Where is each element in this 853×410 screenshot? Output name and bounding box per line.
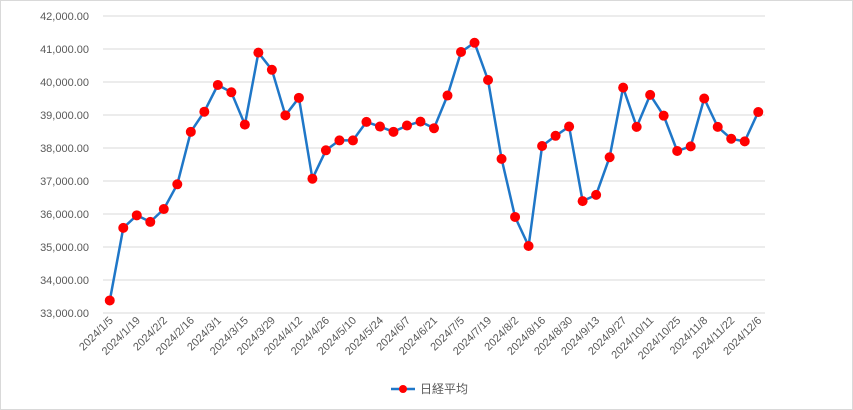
data-point <box>374 121 385 132</box>
data-point <box>253 47 264 58</box>
data-point <box>199 106 210 117</box>
data-point <box>604 152 615 163</box>
data-point <box>631 121 642 132</box>
y-tick-label: 37,000.00 <box>40 176 89 188</box>
data-point <box>672 145 683 156</box>
data-point <box>415 116 426 127</box>
data-point <box>429 123 439 134</box>
y-tick-label: 33,000.00 <box>40 308 89 320</box>
data-point <box>442 90 453 101</box>
y-tick-label: 41,000.00 <box>40 44 89 56</box>
gridlines <box>103 15 765 314</box>
legend: 日経平均 <box>391 382 468 396</box>
series-layer <box>104 37 764 306</box>
data-point <box>483 75 494 86</box>
data-point <box>726 133 737 144</box>
x-axis-tick-labels: 2024/1/52024/1/192024/2/22024/2/162024/3… <box>77 315 764 362</box>
data-point <box>118 222 129 233</box>
data-point <box>131 210 142 221</box>
data-point <box>456 46 467 57</box>
data-point <box>618 82 629 93</box>
data-point <box>145 216 156 227</box>
data-point <box>307 173 318 184</box>
data-point <box>591 189 602 200</box>
y-tick-label: 34,000.00 <box>40 275 89 287</box>
data-point <box>523 241 534 252</box>
data-point <box>347 135 358 146</box>
data-point <box>158 204 169 215</box>
data-point <box>239 119 250 130</box>
y-tick-label: 40,000.00 <box>40 77 89 89</box>
data-point <box>320 145 331 156</box>
data-point <box>212 79 223 90</box>
y-tick-label: 38,000.00 <box>40 143 89 155</box>
data-point <box>645 89 656 100</box>
data-point <box>564 121 575 132</box>
data-point <box>712 121 723 132</box>
data-point <box>293 92 304 103</box>
data-point <box>753 107 764 118</box>
data-point <box>469 37 480 48</box>
data-point <box>496 153 507 164</box>
data-point <box>685 141 696 152</box>
data-point <box>739 136 750 147</box>
data-point <box>226 87 237 98</box>
y-tick-label: 35,000.00 <box>40 242 89 254</box>
data-point <box>550 130 561 141</box>
data-point <box>185 126 196 137</box>
y-tick-label: 39,000.00 <box>40 110 89 122</box>
legend-label: 日経平均 <box>420 382 468 396</box>
data-point <box>172 179 183 190</box>
data-point <box>510 211 521 222</box>
data-point <box>388 126 399 137</box>
data-point <box>658 110 669 121</box>
data-point <box>537 141 548 152</box>
data-point <box>104 295 115 306</box>
y-axis-tick-labels: 33,000.00 34,000.00 35,000.00 36,000.00 37,0… <box>40 11 89 320</box>
y-tick-label: 36,000.00 <box>40 209 89 221</box>
data-point <box>577 196 588 207</box>
data-point <box>334 135 345 146</box>
data-point <box>699 93 710 104</box>
data-point <box>266 64 277 75</box>
data-point <box>280 110 291 121</box>
data-point <box>401 120 412 131</box>
legend-marker-swatch <box>399 385 407 393</box>
y-tick-label: 42,000.00 <box>40 11 89 23</box>
data-point <box>361 116 372 127</box>
series-line <box>108 41 760 301</box>
